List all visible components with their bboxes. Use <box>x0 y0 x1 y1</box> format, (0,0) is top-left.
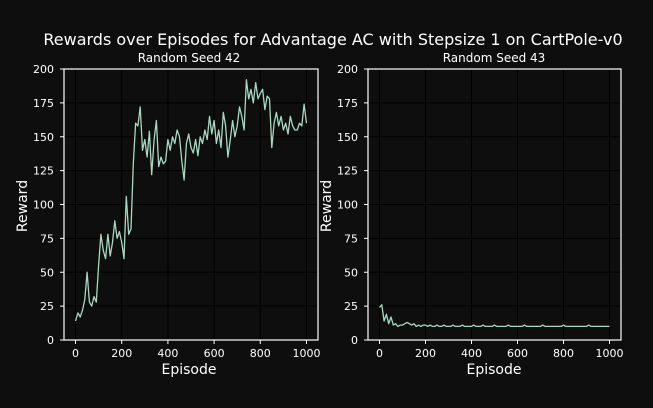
y-tick-label: 50 <box>344 266 358 279</box>
y-tick-label: 175 <box>33 97 54 110</box>
x-tick-label: 0 <box>72 347 79 360</box>
subplot-title: Random Seed 43 <box>443 51 546 65</box>
y-tick-label: 25 <box>344 300 358 313</box>
y-tick-label: 150 <box>337 131 358 144</box>
x-tick-label: 400 <box>461 347 482 360</box>
y-tick-label: 175 <box>337 97 358 110</box>
figure-title: Rewards over Episodes for Advantage AC w… <box>43 30 622 49</box>
plot-area: 0 200 400 600 800 1000 0 25 50 75 100 125 150 175 200 <box>337 63 624 360</box>
series-line <box>74 79 308 322</box>
x-axis-label: Episode <box>162 362 217 378</box>
x-tick-label: 800 <box>250 347 271 360</box>
y-tick-label: 75 <box>344 232 358 245</box>
y-tick-label: 200 <box>33 63 54 76</box>
x-tick-label: 200 <box>111 347 132 360</box>
x-tick-label: 200 <box>415 347 436 360</box>
x-tick-label: 0 <box>376 347 383 360</box>
y-tick-label: 0 <box>351 334 358 347</box>
x-tick-label: 1000 <box>292 347 320 360</box>
y-tick-label: 150 <box>33 131 54 144</box>
y-axis-label: Reward <box>15 180 31 232</box>
subplot-seed-42: Random Seed 42 Episode Reward 0 200 400 600… <box>15 51 320 378</box>
series-line <box>379 304 610 328</box>
y-tick-label: 0 <box>47 334 54 347</box>
y-tick-label: 125 <box>33 165 54 178</box>
y-tick-label: 125 <box>337 165 358 178</box>
plot-area: 0 200 400 600 800 1000 0 25 50 75 100 125 150 175 200 <box>33 63 320 360</box>
x-tick-label: 400 <box>157 347 178 360</box>
x-tick-label: 600 <box>204 347 225 360</box>
y-tick-label: 100 <box>33 199 54 212</box>
subplot-seed-43: Random Seed 43 Episode Reward 0 200 400 600… <box>319 51 624 378</box>
x-axis-label: Episode <box>467 362 522 378</box>
y-tick-label: 25 <box>40 300 54 313</box>
subplot-title: Random Seed 42 <box>138 51 241 65</box>
x-tick-label: 600 <box>507 347 528 360</box>
y-tick-label: 50 <box>40 266 54 279</box>
x-tick-label: 1000 <box>596 347 624 360</box>
y-axis-label: Reward <box>319 180 335 232</box>
x-tick-label: 800 <box>553 347 574 360</box>
y-tick-label: 200 <box>337 63 358 76</box>
y-tick-label: 100 <box>337 199 358 212</box>
y-tick-label: 75 <box>40 232 54 245</box>
